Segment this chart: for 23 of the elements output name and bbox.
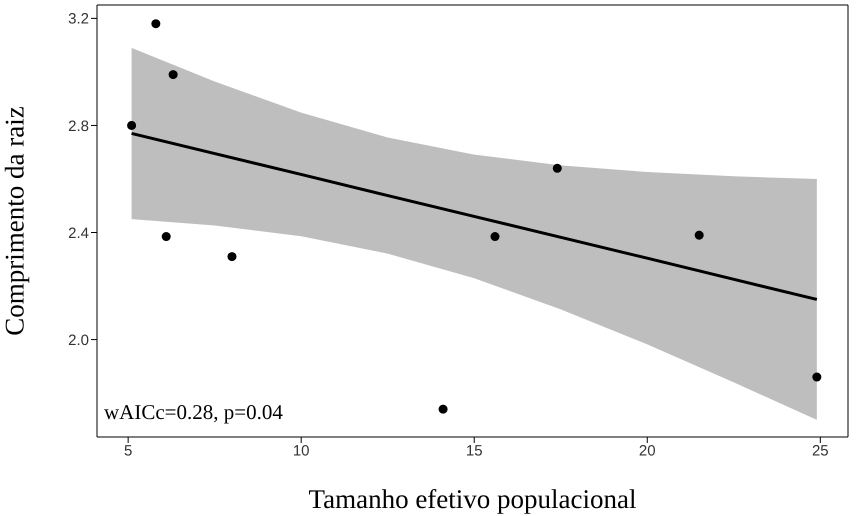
x-tick-label: 25 <box>812 442 829 460</box>
line-series <box>130 132 818 301</box>
point <box>127 120 136 130</box>
x-tick-label: 10 <box>292 442 310 460</box>
y-tick-label: 2.8 <box>68 118 89 135</box>
point <box>227 252 236 262</box>
x-axis-title: Tamanho efetivo populacional <box>308 484 636 514</box>
point <box>552 164 562 173</box>
point <box>438 404 448 414</box>
x-tick-label: 5 <box>124 442 132 460</box>
annotation: wAICc=0.28, p=0.04 <box>104 400 283 425</box>
x-tick-label: 15 <box>466 442 483 460</box>
point <box>162 232 171 242</box>
point <box>812 372 822 382</box>
point <box>490 232 500 242</box>
point <box>694 230 704 240</box>
y-tick-label: 3.2 <box>68 10 89 28</box>
y-tick-label: 2.4 <box>68 224 89 242</box>
y-tick-label: 2.0 <box>68 332 89 349</box>
y-axis-title: Comprimento da raiz <box>0 106 30 336</box>
point <box>168 70 178 80</box>
point <box>151 19 160 28</box>
x-tick-label: 20 <box>638 442 656 460</box>
